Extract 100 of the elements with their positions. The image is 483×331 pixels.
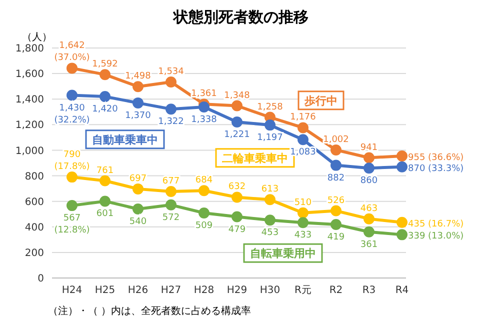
- point: [132, 204, 144, 214]
- point: [100, 196, 110, 207]
- y-axis-title: （人）: [22, 31, 52, 44]
- point: [330, 205, 342, 216]
- x-tick-label: H24: [62, 285, 82, 296]
- text: 二輪車乗車中: [222, 152, 288, 165]
- data-label: 361: [360, 240, 378, 250]
- point: [364, 213, 374, 224]
- data-label: 453: [261, 228, 279, 238]
- text: （注）・（ ）内は、全死者数に占める構成率: [48, 304, 252, 318]
- y-tick-label: 1,400: [15, 94, 44, 106]
- point: [66, 90, 78, 101]
- data-label: 882: [327, 173, 345, 184]
- y-tick-label: 1,200: [15, 120, 44, 132]
- data-label: 1,221: [224, 130, 250, 140]
- data-label: 463: [360, 204, 378, 214]
- data-label: 1,420: [92, 104, 118, 115]
- data-label: 684: [195, 176, 213, 186]
- point: [166, 76, 176, 88]
- y-tick-label: 800: [24, 171, 44, 182]
- y-tick-label: 200: [24, 248, 44, 259]
- x-tick-label: H28: [194, 285, 214, 296]
- point: [132, 183, 144, 194]
- point: [330, 160, 342, 171]
- x-tick-label: R2: [329, 285, 343, 296]
- data-label: 1,322: [158, 117, 184, 128]
- point: [298, 217, 308, 228]
- data-label: 435 (16.7%): [408, 219, 464, 230]
- point: [232, 100, 242, 112]
- data-label: 860: [360, 176, 378, 186]
- data-label: 632: [228, 182, 246, 192]
- y-tick-label: 0: [38, 274, 44, 285]
- point: [66, 200, 78, 212]
- data-label: 1,338: [191, 115, 218, 126]
- x-tick-label: R3: [362, 285, 376, 296]
- point: [298, 134, 308, 146]
- data-label: 1,534: [158, 66, 184, 77]
- point: [100, 175, 110, 186]
- x-tick-label: R元: [294, 285, 312, 296]
- data-label: 1,361: [191, 89, 217, 100]
- data-label: 433: [294, 230, 312, 241]
- x-tick-label: H30: [260, 285, 280, 296]
- point: [396, 150, 408, 162]
- point: [100, 91, 110, 102]
- y-tick-label: 600: [24, 196, 44, 208]
- data-label: 1,370: [125, 110, 152, 121]
- data-label: 1,002: [323, 134, 349, 145]
- point: [232, 192, 242, 203]
- point: [100, 69, 110, 80]
- data-label: 790 (17.8%): [54, 150, 90, 172]
- point: [298, 122, 308, 134]
- data-label: 697: [129, 174, 147, 184]
- data-label: 1,592: [92, 60, 118, 70]
- data-label: 955 (36.6%): [408, 152, 464, 163]
- point: [330, 218, 342, 230]
- data-label: 1,348: [224, 90, 250, 101]
- text: 自転車乗用中: [250, 247, 316, 260]
- point: [396, 161, 408, 172]
- point: [264, 214, 276, 226]
- point: [396, 216, 408, 228]
- data-label: 1,197: [257, 133, 283, 144]
- point: [198, 207, 210, 218]
- chart-title: 状態別死者数の推移: [172, 8, 310, 28]
- data-label: 510: [294, 198, 312, 208]
- data-label: 540: [129, 217, 147, 227]
- point: [132, 81, 144, 92]
- point: [364, 152, 374, 164]
- point: [198, 102, 210, 113]
- data-label: 509: [195, 220, 213, 231]
- x-tick-label: H25: [94, 285, 116, 296]
- y-tick-label: 400: [24, 222, 44, 234]
- point: [166, 199, 176, 210]
- data-label: 339 (13.0%): [408, 232, 464, 242]
- point: [330, 144, 342, 156]
- data-label: 572: [162, 212, 180, 223]
- data-label: 479: [228, 224, 246, 235]
- series-label: 歩行中: [304, 94, 338, 108]
- x-tick-label: H26: [128, 285, 148, 296]
- data-label: 870 (33.3%): [408, 164, 464, 174]
- point: [364, 162, 374, 174]
- data-label: 1,176: [290, 112, 316, 123]
- data-label: 567 (12.8%): [54, 214, 90, 236]
- point: [166, 104, 176, 115]
- x-tick-label: R4: [395, 285, 409, 296]
- data-label: 761: [96, 166, 114, 176]
- data-label: 1,498: [125, 72, 152, 82]
- x-tick-label: H27: [160, 285, 182, 296]
- y-tick-label: 1,000: [15, 146, 44, 157]
- point: [66, 172, 78, 183]
- point: [198, 185, 210, 196]
- data-label: 526: [327, 196, 345, 206]
- data-label: 1,642 (37.0%): [54, 41, 90, 64]
- point: [264, 194, 276, 206]
- point: [132, 97, 144, 108]
- data-label: 613: [261, 184, 279, 195]
- y-tick-label: 1,600: [15, 69, 44, 80]
- x-tick-label: H29: [226, 285, 248, 296]
- data-label: 419: [327, 232, 345, 242]
- point: [66, 62, 78, 74]
- data-label: 601: [96, 209, 114, 220]
